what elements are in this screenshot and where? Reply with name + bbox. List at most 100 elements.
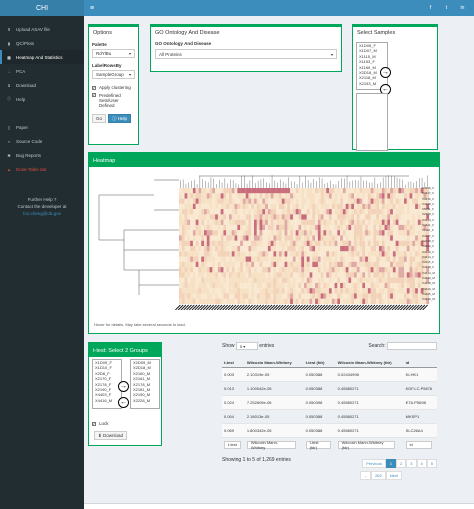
heatmap-cell	[331, 224, 335, 231]
page-button[interactable]: 2	[396, 459, 407, 468]
column-header[interactable]: Wilcoxin Mann-Whitney	[244, 358, 304, 368]
heatmap-cell	[367, 256, 371, 262]
heatmap-cell	[281, 193, 285, 199]
heatmap-cell	[348, 203, 352, 210]
twitter-icon[interactable]: t	[445, 5, 448, 11]
sidebar-item-dose-table-dat[interactable]: ▲ Dose-Table dat	[0, 162, 84, 176]
column-filter-input[interactable]: id	[405, 440, 433, 449]
list-item[interactable]: X1115_M	[359, 53, 376, 59]
list-item[interactable]: X2181_M	[133, 387, 151, 393]
page-button[interactable]: 4	[416, 459, 427, 468]
apply-clustering-checkbox[interactable]: ✓ Apply clustering	[92, 85, 135, 90]
labelrows-select[interactable]: SampleGroup ▾	[92, 70, 135, 79]
samples-listbox[interactable]: X1D05_F X1D07_M X1115_M X1153_F X1169_M X2D18…	[356, 42, 388, 90]
sidebar-item-download[interactable]: ⬇ Download	[0, 78, 84, 92]
move-left-button[interactable]: ←	[118, 397, 129, 408]
sidebar-item-help[interactable]: ⓘ Help	[0, 92, 84, 106]
heatmap-cell	[367, 261, 371, 268]
go-ontology-select[interactable]: All Proteins ▾	[155, 49, 337, 59]
list-item[interactable]: X4403_F	[95, 392, 112, 398]
column-header[interactable]: id	[403, 358, 437, 368]
heatmap-cell	[184, 293, 188, 299]
sidebar-item-qc-plots[interactable]: ▮ QC/Plots	[0, 36, 84, 50]
table-row[interactable]: 0.003 2.10319e-05 0.050388 0.02434998 KLHK1	[222, 367, 437, 382]
heatmap-cell	[409, 288, 413, 294]
table-row[interactable]: 0.004 2.18013e-05 0.050388 0.45580271 MKSP1	[222, 409, 437, 424]
sidebar-item-source-code[interactable]: ‹› Source Code	[0, 134, 84, 148]
heatmap-cell	[420, 246, 424, 252]
column-label-mark	[258, 304, 265, 310]
help-button[interactable]: ⓘ Help	[108, 114, 132, 123]
sidebar-item-pca[interactable]: ∴ PCA	[0, 64, 84, 78]
heatmap-cell	[198, 224, 202, 231]
predefined-checkbox[interactable]: ✓ Predefined Sets/User Defined	[92, 93, 135, 108]
list-item[interactable]: X2D18_M	[133, 365, 151, 371]
move-right-button[interactable]: →	[380, 67, 391, 78]
facebook-icon[interactable]: f	[429, 5, 432, 11]
developer-email-link[interactable]: foo.cheng@ob.gov	[23, 211, 61, 216]
column-header[interactable]: t-test (fdr)	[303, 358, 336, 368]
page-button[interactable]: Previous	[362, 459, 386, 468]
group2-listbox[interactable]: X2D09_M X2D18_M X2160_M X2161_M X2178_M X2181…	[130, 359, 160, 409]
page-button[interactable]: ...	[359, 471, 372, 480]
heatmap-cell	[334, 230, 338, 236]
download-button[interactable]: ⬇ Download	[94, 431, 128, 440]
list-item[interactable]: X2190_F	[95, 387, 112, 393]
heatmap-plot[interactable]	[94, 170, 439, 310]
column-header[interactable]: t-test	[222, 358, 245, 368]
entries-select[interactable]: 5 ▾	[235, 342, 258, 350]
page-button[interactable]: Next	[385, 471, 402, 480]
linkedin-icon[interactable]: in	[460, 5, 465, 11]
lock-checkbox[interactable]: ✓ Lock	[92, 421, 109, 426]
heatmap-cell	[406, 209, 410, 215]
list-item[interactable]: X1D10_F	[95, 365, 112, 371]
list-item[interactable]: X2178_M	[133, 381, 151, 387]
app-logo[interactable]: CHI	[0, 0, 84, 16]
list-item[interactable]: X2D8_F	[95, 370, 110, 376]
list-item[interactable]: X2118_M	[359, 75, 376, 81]
column-header[interactable]: Wilcoxin Mann-Whitney (fdr)	[335, 358, 404, 368]
list-item[interactable]: X1D09_F	[95, 360, 112, 365]
table-row[interactable]: 0.069 1.800342e-05 0.050388 0.45580271 SLC26…	[222, 423, 437, 438]
list-item[interactable]: X4416_M	[95, 397, 113, 403]
move-right-button[interactable]: →	[118, 381, 129, 392]
selected-samples-listbox[interactable]	[356, 93, 388, 151]
sidebar-item-upload-asav-file[interactable]: ⬆ Upload ASAV file	[0, 22, 84, 36]
heatmap-cell	[201, 256, 205, 262]
list-item[interactable]: X2178_F	[95, 381, 112, 387]
column-filter-input[interactable]: t-test (fdr)	[305, 440, 331, 450]
list-item[interactable]: X2170_F	[95, 376, 112, 382]
table-row[interactable]: 0.024 7.252609e-06 0.050398 0.45580271 ETA.P…	[222, 395, 437, 410]
menu-toggle-icon[interactable]: ≡	[90, 4, 95, 12]
page-button[interactable]: 262	[371, 471, 386, 480]
list-item[interactable]: X2153_M	[359, 80, 377, 86]
table-row[interactable]: 0.013 1.100042e-05 0.050388 0.45580271 KDF.L…	[222, 381, 437, 396]
page-button[interactable]: 5	[426, 459, 437, 468]
list-item[interactable]: X1169_M	[359, 64, 376, 70]
list-item[interactable]: X2161_M	[133, 376, 151, 382]
search-input[interactable]	[387, 342, 437, 350]
list-item[interactable]: X2190_M	[133, 392, 151, 398]
palette-select[interactable]: RdYlBu ▾	[92, 49, 135, 58]
list-item[interactable]: X1D07_M	[359, 48, 377, 54]
list-item[interactable]: X2D18_M	[359, 70, 377, 76]
list-item[interactable]: X2228_M	[133, 397, 151, 403]
page-button[interactable]: 3	[406, 459, 417, 468]
heatmap-cell	[409, 224, 413, 231]
list-item[interactable]: X1153_F	[359, 59, 375, 65]
column-filter-input[interactable]: Wilcoxin Mann-Whitney	[246, 440, 297, 450]
heatmap-cell	[412, 272, 416, 278]
page-button[interactable]: 1	[385, 459, 397, 468]
group1-listbox[interactable]: X1D09_F X1D10_F X2D8_F X2170_F X2178_F X2190_…	[92, 359, 122, 409]
column-filter-input[interactable]: t-test	[224, 440, 241, 449]
sidebar-item-heatmap-and-statistics[interactable]: ▦ Heatmap And Statistics	[0, 50, 84, 64]
go-button[interactable]: Go	[92, 114, 107, 123]
sidebar-item-bug-reports[interactable]: ✱ Bug Reports	[0, 148, 84, 162]
arrow-left-icon: ←	[382, 86, 389, 93]
sidebar-item-paper[interactable]: ▯ Paper	[0, 120, 84, 134]
list-item[interactable]: X2D09_M	[133, 360, 151, 365]
heatmap-cell	[231, 288, 235, 294]
list-item[interactable]: X2160_M	[133, 370, 151, 376]
list-item[interactable]: X1D05_F	[359, 43, 376, 48]
column-filter-input[interactable]: Wilcoxin Mann-Whitney (fdr)	[337, 440, 396, 450]
